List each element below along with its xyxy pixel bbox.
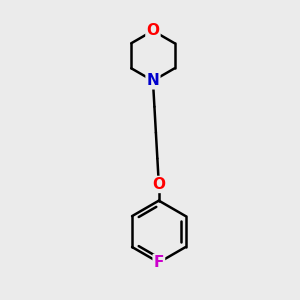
Text: N: N (147, 73, 159, 88)
Text: F: F (154, 255, 164, 270)
Text: O: O (152, 177, 165, 192)
Text: O: O (146, 23, 159, 38)
